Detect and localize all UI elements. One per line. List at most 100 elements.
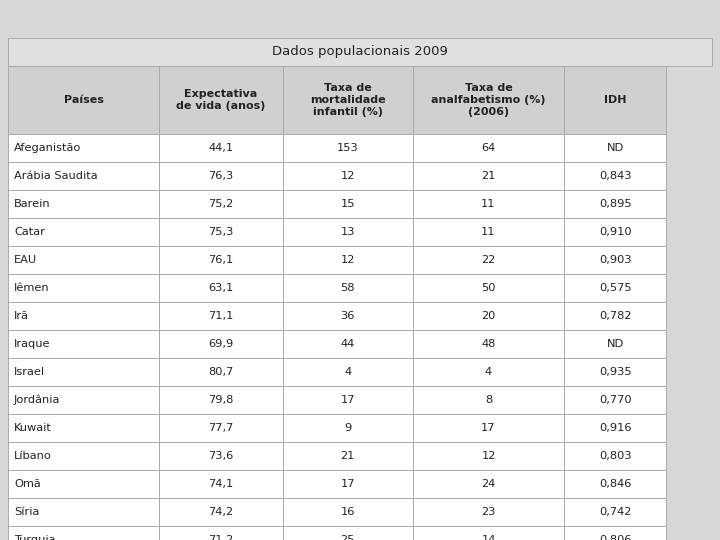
Text: 17: 17 <box>341 395 355 405</box>
Bar <box>282 358 413 386</box>
Bar <box>413 470 564 498</box>
Bar <box>413 526 564 540</box>
Text: 77,7: 77,7 <box>208 423 234 433</box>
Bar <box>413 66 564 134</box>
Text: 0,843: 0,843 <box>599 171 631 181</box>
Text: 21: 21 <box>481 171 495 181</box>
Bar <box>564 526 666 540</box>
Bar <box>564 470 666 498</box>
Bar <box>564 302 666 330</box>
Text: 44: 44 <box>341 339 355 349</box>
Bar <box>282 190 413 218</box>
Text: 12: 12 <box>341 255 355 265</box>
Text: 0,575: 0,575 <box>599 283 631 293</box>
Bar <box>564 134 666 162</box>
Text: 13: 13 <box>341 227 355 237</box>
Text: 15: 15 <box>341 199 355 209</box>
Text: 74,1: 74,1 <box>208 479 233 489</box>
Text: 75,2: 75,2 <box>208 199 233 209</box>
Text: 0,806: 0,806 <box>599 535 631 540</box>
Text: Arábia Saudita: Arábia Saudita <box>14 171 98 181</box>
Text: 0,770: 0,770 <box>599 395 631 405</box>
Text: 0,742: 0,742 <box>599 507 631 517</box>
Text: 16: 16 <box>341 507 355 517</box>
Bar <box>282 302 413 330</box>
Bar <box>8 38 712 66</box>
Bar <box>159 414 282 442</box>
Text: 23: 23 <box>481 507 495 517</box>
Bar <box>282 414 413 442</box>
Bar <box>8 190 159 218</box>
Text: 71,1: 71,1 <box>208 311 234 321</box>
Text: 58: 58 <box>341 283 355 293</box>
Text: Expectativa
de vida (anos): Expectativa de vida (anos) <box>176 89 266 111</box>
Bar <box>282 470 413 498</box>
Text: 0,916: 0,916 <box>599 423 631 433</box>
Text: Kuwait: Kuwait <box>14 423 52 433</box>
Text: ND: ND <box>606 339 624 349</box>
Text: 0,803: 0,803 <box>599 451 631 461</box>
Bar <box>159 358 282 386</box>
Text: Taxa de
analfabetismo (%)
(2006): Taxa de analfabetismo (%) (2006) <box>431 83 546 117</box>
Text: 11: 11 <box>481 227 496 237</box>
Bar <box>282 274 413 302</box>
Text: Irã: Irã <box>14 311 29 321</box>
Bar <box>8 162 159 190</box>
Text: Afeganistão: Afeganistão <box>14 143 81 153</box>
Text: EAU: EAU <box>14 255 37 265</box>
Bar <box>564 190 666 218</box>
Bar <box>282 498 413 526</box>
Bar <box>159 162 282 190</box>
Text: 8: 8 <box>485 395 492 405</box>
Text: 12: 12 <box>341 171 355 181</box>
Bar <box>564 414 666 442</box>
Bar <box>282 442 413 470</box>
Bar <box>413 246 564 274</box>
Text: Líbano: Líbano <box>14 451 52 461</box>
Bar <box>282 66 413 134</box>
Bar <box>159 66 282 134</box>
Text: IDH: IDH <box>604 95 626 105</box>
Bar <box>8 302 159 330</box>
Bar <box>564 442 666 470</box>
Text: ND: ND <box>606 143 624 153</box>
Bar <box>413 498 564 526</box>
Text: 20: 20 <box>481 311 495 321</box>
Bar <box>564 246 666 274</box>
Text: Países: Países <box>64 95 104 105</box>
Bar <box>159 442 282 470</box>
Text: 76,3: 76,3 <box>208 171 233 181</box>
Text: 71,2: 71,2 <box>208 535 233 540</box>
Text: 25: 25 <box>341 535 355 540</box>
Text: 69,9: 69,9 <box>208 339 233 349</box>
Text: Catar: Catar <box>14 227 45 237</box>
Bar <box>159 134 282 162</box>
Bar <box>159 246 282 274</box>
Bar <box>159 190 282 218</box>
Bar <box>159 498 282 526</box>
Text: 4: 4 <box>485 367 492 377</box>
Text: 0,935: 0,935 <box>599 367 631 377</box>
Text: 0,895: 0,895 <box>599 199 631 209</box>
Text: 48: 48 <box>481 339 495 349</box>
Text: 50: 50 <box>481 283 496 293</box>
Bar <box>282 246 413 274</box>
Text: 76,1: 76,1 <box>208 255 233 265</box>
Bar <box>159 386 282 414</box>
Text: 12: 12 <box>481 451 495 461</box>
Bar <box>413 274 564 302</box>
Text: 14: 14 <box>481 535 495 540</box>
Text: 63,1: 63,1 <box>208 283 233 293</box>
Text: 44,1: 44,1 <box>208 143 233 153</box>
Bar <box>159 526 282 540</box>
Bar <box>413 386 564 414</box>
Bar <box>8 498 159 526</box>
Bar <box>159 218 282 246</box>
Text: 36: 36 <box>341 311 355 321</box>
Bar <box>564 358 666 386</box>
Text: Barein: Barein <box>14 199 50 209</box>
Text: Iêmen: Iêmen <box>14 283 50 293</box>
Text: 0,782: 0,782 <box>599 311 631 321</box>
Text: Turquia: Turquia <box>14 535 55 540</box>
Text: 17: 17 <box>481 423 496 433</box>
